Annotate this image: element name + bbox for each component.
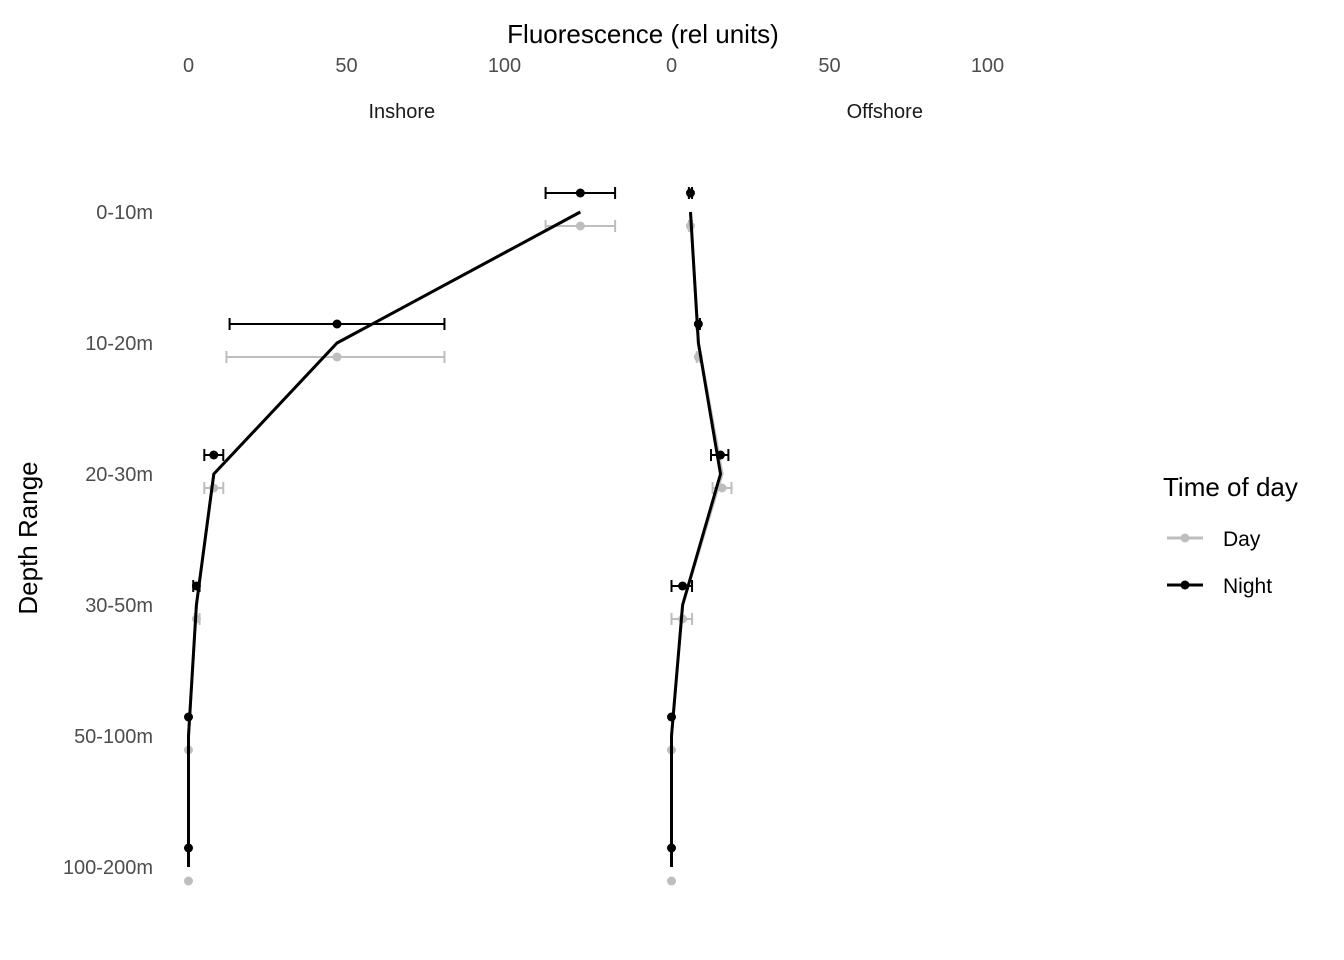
x-tick-label-50: 50 [335,55,357,77]
legend-key-point-night [1181,581,1190,590]
point-offshore-night-100-200m [667,844,676,853]
series-inshore-night [184,187,615,867]
point-inshore-night-100-200m [184,844,193,853]
point-inshore-night-10-20m [333,320,342,329]
point-inshore-night-0-10m [576,189,585,198]
legend-title: Time of day [1163,472,1298,502]
y-axis-title: Depth Range [13,461,43,614]
point-offshore-day-100-200m [667,877,676,886]
legend-key-point-day [1181,534,1190,543]
y-tick-label-30-50m: 30-50m [85,595,153,617]
point-inshore-day-10-20m [333,353,342,362]
x-tick-label-100: 100 [971,55,1004,77]
series-inshore-day [184,212,615,886]
facet-inshore: 0 50 100 Inshore [183,55,615,886]
line-offshore-night [672,212,721,867]
y-tick-label-20-30m: 20-30m [85,464,153,486]
point-inshore-night-20-30m [209,451,218,460]
line-inshore-day [189,212,581,867]
y-tick-label-50-100m: 50-100m [74,726,153,748]
point-offshore-night-20-30m [716,451,725,460]
legend: Time of day Day Night [1163,472,1298,598]
point-inshore-day-0-10m [576,222,585,231]
point-offshore-night-30-50m [678,582,687,591]
legend-label-night: Night [1223,575,1272,598]
facets-layer: 0 50 100 Inshore 0 50 100 Offshore [183,55,1004,886]
x-tick-label-100: 100 [488,55,521,77]
point-offshore-night-0-10m [686,189,695,198]
x-tick-label-50: 50 [818,55,840,77]
y-tick-label-0-10m: 0-10m [96,202,153,224]
facet-offshore: 0 50 100 Offshore [666,55,1004,886]
point-offshore-night-50-100m [667,713,676,722]
x-tick-label-0: 0 [666,55,677,77]
y-tick-label-10-20m: 10-20m [85,333,153,355]
facet-label-inshore: Inshore [368,101,435,123]
legend-item-day: Day [1167,528,1261,551]
x-axis-title: Fluorescence (rel units) [507,19,779,49]
legend-label-day: Day [1223,528,1261,551]
y-tick-label-100-200m: 100-200m [63,857,153,879]
facet-label-offshore: Offshore [847,101,923,123]
series-offshore-night [667,187,728,867]
point-inshore-day-100-200m [184,877,193,886]
point-inshore-night-50-100m [184,713,193,722]
point-offshore-night-10-20m [694,320,703,329]
x-tick-label-0: 0 [183,55,194,77]
legend-item-night: Night [1167,575,1272,598]
y-category-labels: 0-10m 10-20m 20-30m 30-50m 50-100m 100-200m [63,202,153,879]
line-inshore-night [189,212,581,867]
point-inshore-night-30-50m [192,582,201,591]
